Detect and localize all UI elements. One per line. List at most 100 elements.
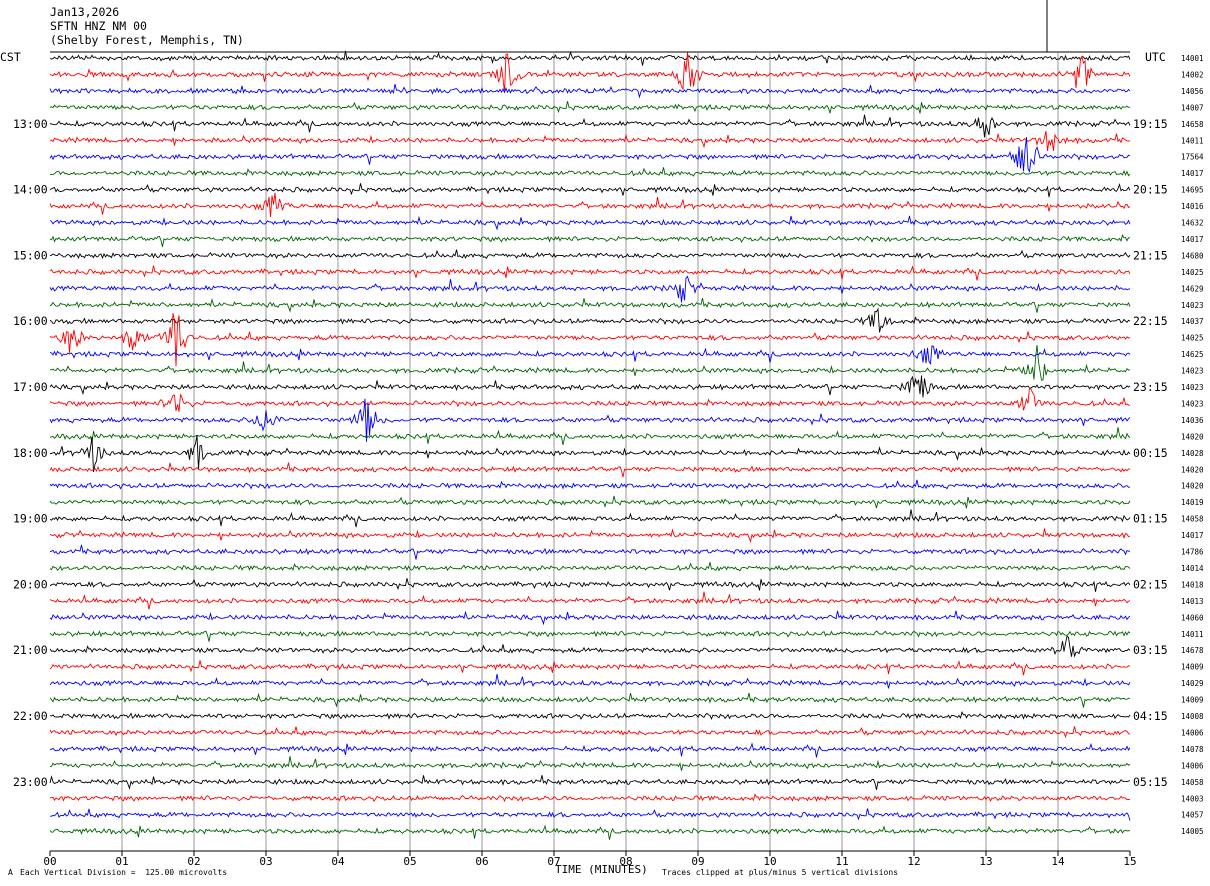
row-value-label: 14006 <box>1181 728 1204 737</box>
trace-row <box>49 509 1131 528</box>
trace-row <box>49 114 1131 138</box>
row-value-label: 14058 <box>1181 515 1204 524</box>
x-tick-label: 00 <box>43 855 56 868</box>
left-hour-label: 20:00 <box>13 577 48 591</box>
trace-row <box>49 130 1131 152</box>
row-value-label: 14014 <box>1181 564 1204 573</box>
trace-row <box>49 775 1131 790</box>
left-hour-label: 15:00 <box>13 248 48 262</box>
left-hour-label: 16:00 <box>13 314 48 328</box>
trace-row <box>49 375 1131 398</box>
trace-row <box>49 544 1131 560</box>
row-value-label: 14025 <box>1181 268 1204 277</box>
row-value-label: 14028 <box>1181 449 1204 458</box>
row-value-label: 14009 <box>1181 696 1204 705</box>
trace-row <box>49 192 1131 218</box>
x-axis-title: TIME (MINUTES) <box>555 863 648 876</box>
trace-row <box>49 711 1131 720</box>
row-value-label: 14019 <box>1181 498 1204 507</box>
row-value-label: 14078 <box>1181 745 1204 754</box>
right-hour-label: 01:15 <box>1133 512 1168 526</box>
row-value-label: 14011 <box>1181 630 1204 639</box>
trace-row <box>49 462 1131 478</box>
trace-row <box>49 427 1131 445</box>
row-value-label: 14003 <box>1181 794 1204 803</box>
trace-row <box>49 673 1131 689</box>
left-timezone-label: CST <box>0 50 21 64</box>
right-hour-label: 00:15 <box>1133 446 1168 460</box>
trace-row <box>49 50 1131 66</box>
left-hour-label: 22:00 <box>13 709 48 723</box>
trace-row <box>49 345 1131 365</box>
trace-row <box>49 591 1131 610</box>
row-value-label: 14017 <box>1181 531 1204 540</box>
trace-row <box>49 659 1131 676</box>
right-hour-label: 03:15 <box>1133 643 1168 657</box>
trace-row <box>49 233 1131 248</box>
row-value-label: 14016 <box>1181 202 1204 211</box>
trace-row <box>49 398 1131 442</box>
right-hour-label: 05:15 <box>1133 775 1168 789</box>
row-value-label: 14057 <box>1181 811 1204 820</box>
x-tick-label: 15 <box>1123 855 1136 868</box>
row-value-label: 14786 <box>1181 548 1204 557</box>
row-value-label: 14632 <box>1181 219 1204 228</box>
row-value-label: 14020 <box>1181 432 1204 441</box>
x-tick-label: 03 <box>259 855 272 868</box>
trace-row <box>49 275 1131 303</box>
x-tick-label: 14 <box>1051 855 1065 868</box>
trace-row <box>49 182 1131 198</box>
row-value-label: 14005 <box>1181 827 1204 836</box>
x-tick-label: 06 <box>475 855 488 868</box>
row-value-label: 17564 <box>1181 153 1204 162</box>
trace-row <box>49 561 1131 572</box>
left-hour-label: 17:00 <box>13 380 48 394</box>
row-value-label: 14007 <box>1181 103 1204 112</box>
trace-row <box>49 215 1131 231</box>
trace-row <box>49 578 1131 592</box>
row-value-label: 14008 <box>1181 712 1204 721</box>
trace-row <box>50 808 1131 821</box>
trace-row <box>49 692 1131 708</box>
row-value-label: 14020 <box>1181 482 1204 491</box>
trace-row <box>49 313 1131 367</box>
row-value-label: 14009 <box>1181 663 1204 672</box>
trace-row <box>49 345 1131 381</box>
row-value-label: 14001 <box>1181 54 1204 63</box>
x-tick-label: 10 <box>763 855 776 868</box>
trace-row <box>49 495 1131 509</box>
right-hour-label: 21:15 <box>1133 248 1168 262</box>
station-location: (Shelby Forest, Memphis, TN) <box>50 33 244 47</box>
row-value-label: 14056 <box>1181 87 1204 96</box>
x-tick-label: 09 <box>691 855 704 868</box>
trace-row <box>49 793 1130 803</box>
row-value-label: 14011 <box>1181 136 1204 145</box>
row-value-label: 14023 <box>1181 301 1204 310</box>
trace-row <box>49 756 1131 771</box>
trace-row <box>49 824 1131 840</box>
left-hour-label: 21:00 <box>13 643 48 657</box>
trace-row <box>49 386 1131 412</box>
trace-row <box>49 83 1131 99</box>
row-value-label: 14002 <box>1181 70 1204 79</box>
x-tick-label: 01 <box>115 855 128 868</box>
row-value-label: 14658 <box>1181 120 1204 129</box>
row-value-label: 14695 <box>1181 186 1204 195</box>
row-value-label: 14629 <box>1181 284 1204 293</box>
trace-row <box>49 629 1131 642</box>
trace-row <box>49 528 1131 544</box>
row-value-label: 14037 <box>1181 317 1204 326</box>
right-hour-label: 22:15 <box>1133 314 1168 328</box>
right-hour-label: 04:15 <box>1133 709 1168 723</box>
left-hour-label: 18:00 <box>13 446 48 460</box>
left-hour-label: 19:00 <box>13 512 48 526</box>
trace-row <box>49 479 1131 490</box>
trace-row <box>49 307 1131 333</box>
row-value-label: 14013 <box>1181 597 1204 606</box>
row-value-label: 14017 <box>1181 169 1204 178</box>
row-value-label: 14017 <box>1181 235 1204 244</box>
x-tick-label: 07 <box>547 855 560 868</box>
x-tick-label: 02 <box>187 855 200 868</box>
trace-row <box>49 137 1131 173</box>
